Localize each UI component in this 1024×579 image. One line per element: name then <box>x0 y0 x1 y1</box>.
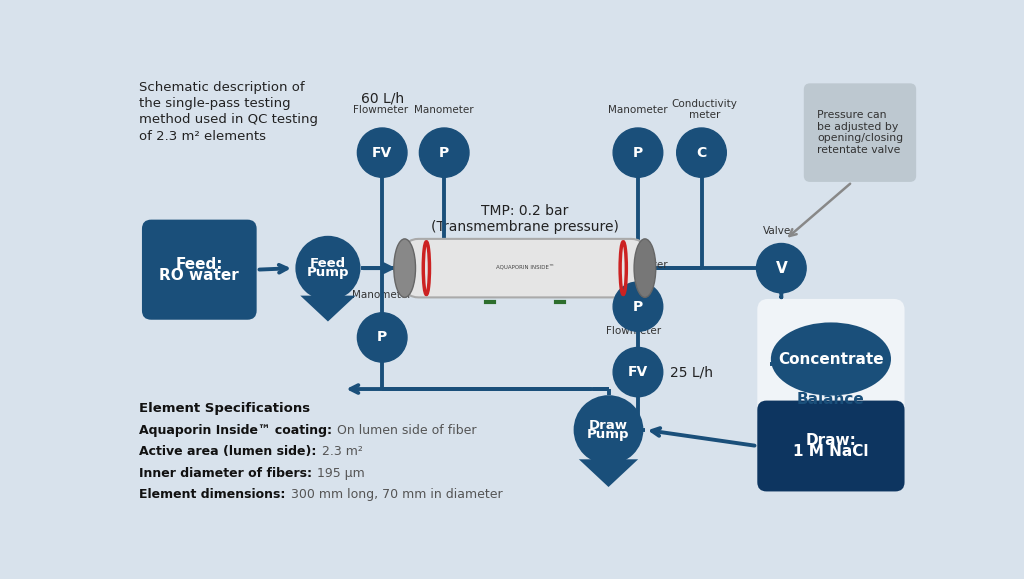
Text: Manometer: Manometer <box>415 105 474 115</box>
Text: Inner diameter of fibers:: Inner diameter of fibers: <box>139 467 312 480</box>
Text: Pressure can
be adjusted by
opening/closing
retentate valve: Pressure can be adjusted by opening/clos… <box>817 110 903 155</box>
Text: Draw:: Draw: <box>806 433 856 448</box>
Text: 25 L/h: 25 L/h <box>671 365 714 379</box>
Ellipse shape <box>394 239 416 298</box>
Text: RO water: RO water <box>160 267 240 283</box>
Text: Balance: Balance <box>797 391 865 406</box>
FancyBboxPatch shape <box>804 83 916 182</box>
Circle shape <box>357 128 407 177</box>
Text: 2.3 m²: 2.3 m² <box>317 445 362 458</box>
Text: 60 L/h: 60 L/h <box>360 91 403 105</box>
Text: FV: FV <box>628 365 648 379</box>
Text: Active area (lumen side):: Active area (lumen side): <box>139 445 316 458</box>
FancyBboxPatch shape <box>142 219 257 320</box>
Text: V: V <box>775 261 787 276</box>
Text: FV: FV <box>372 146 392 160</box>
Circle shape <box>677 128 726 177</box>
Text: On lumen side of fiber: On lumen side of fiber <box>334 424 477 437</box>
Text: Schematic description of: Schematic description of <box>139 81 304 94</box>
Text: Pump: Pump <box>307 266 349 279</box>
Text: Flowmeter: Flowmeter <box>606 326 660 336</box>
Text: Concentrate: Concentrate <box>778 351 884 367</box>
Circle shape <box>573 395 643 464</box>
Polygon shape <box>300 296 355 321</box>
Circle shape <box>295 236 360 301</box>
Text: 1 M NaCl: 1 M NaCl <box>794 444 868 459</box>
Text: Conductivity
meter: Conductivity meter <box>672 99 737 120</box>
Text: AQUAPORIN INSIDE™: AQUAPORIN INSIDE™ <box>496 265 554 271</box>
Text: Valve: Valve <box>763 226 792 236</box>
FancyBboxPatch shape <box>758 299 904 428</box>
Text: Manometer: Manometer <box>352 290 412 300</box>
Text: TMP: 0.2 bar
(Transmembrane pressure): TMP: 0.2 bar (Transmembrane pressure) <box>431 204 618 234</box>
Circle shape <box>613 282 663 331</box>
Text: Aquaporin Inside™ coating:: Aquaporin Inside™ coating: <box>139 424 332 437</box>
Text: Feed:: Feed: <box>175 256 223 272</box>
FancyBboxPatch shape <box>404 239 645 298</box>
Text: Draw: Draw <box>589 419 628 432</box>
Text: Element Specifications: Element Specifications <box>139 402 310 415</box>
FancyBboxPatch shape <box>758 401 904 492</box>
Text: Manometer: Manometer <box>608 261 668 270</box>
Text: method used in QC testing: method used in QC testing <box>139 113 317 126</box>
Text: Pump: Pump <box>587 428 630 441</box>
Circle shape <box>357 313 407 362</box>
Text: P: P <box>439 146 450 160</box>
Circle shape <box>420 128 469 177</box>
Text: C: C <box>696 146 707 160</box>
Text: the single-pass testing: the single-pass testing <box>139 97 291 110</box>
Text: Feed: Feed <box>310 257 346 270</box>
Text: of 2.3 m² elements: of 2.3 m² elements <box>139 130 266 142</box>
Text: Element dimensions:: Element dimensions: <box>139 488 286 501</box>
Ellipse shape <box>634 239 655 298</box>
Circle shape <box>613 128 663 177</box>
Circle shape <box>613 347 663 397</box>
Text: 195 μm: 195 μm <box>313 467 366 480</box>
Polygon shape <box>579 459 638 487</box>
Ellipse shape <box>771 323 891 395</box>
Text: P: P <box>633 300 643 314</box>
Circle shape <box>757 244 806 293</box>
Text: Manometer: Manometer <box>608 105 668 115</box>
Text: P: P <box>377 331 387 345</box>
Text: P: P <box>633 146 643 160</box>
Text: Flowmeter: Flowmeter <box>353 105 409 115</box>
Text: 300 mm long, 70 mm in diameter: 300 mm long, 70 mm in diameter <box>287 488 503 501</box>
